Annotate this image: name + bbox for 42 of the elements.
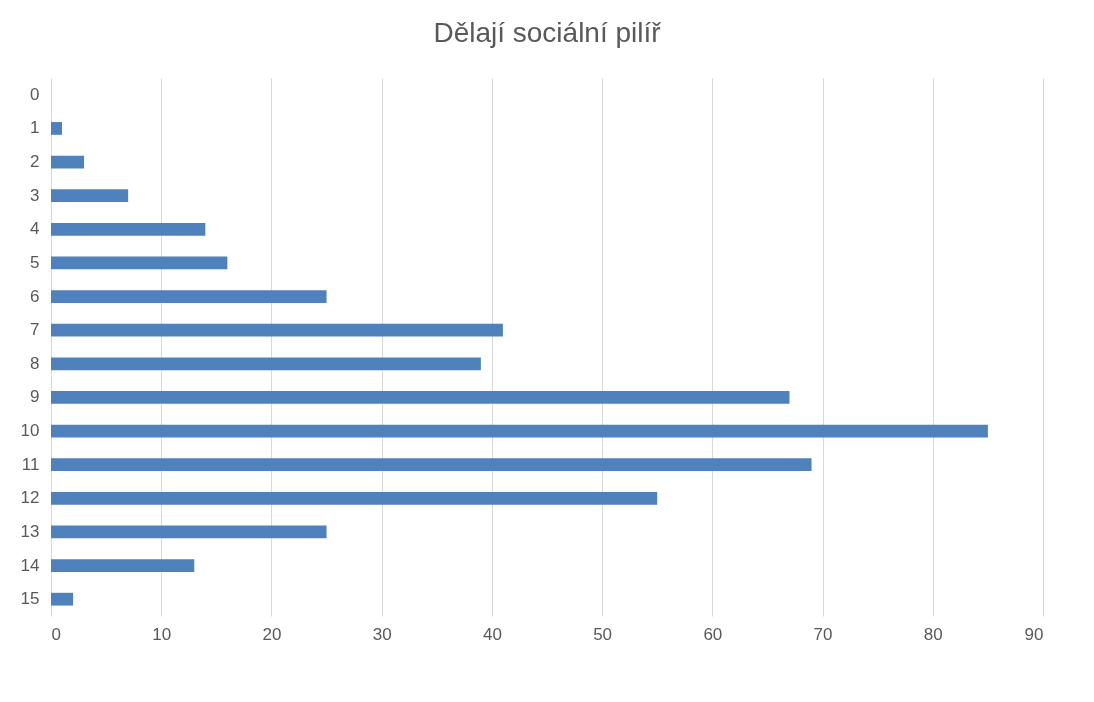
bar <box>51 122 63 135</box>
bar <box>51 559 195 572</box>
bar <box>51 222 206 236</box>
y-tick-label: 6 <box>30 286 40 306</box>
y-tick-label: 5 <box>30 252 40 272</box>
x-tick-label: 60 <box>703 624 723 644</box>
bar <box>51 458 812 472</box>
y-tick-label: 13 <box>20 521 40 541</box>
bar <box>51 323 503 337</box>
bar <box>51 592 74 606</box>
bar <box>51 391 790 404</box>
y-tick-label: 15 <box>20 589 40 609</box>
y-tick-label: 9 <box>30 387 40 407</box>
x-tick-label: 40 <box>482 624 502 644</box>
x-tick-label: 50 <box>593 624 613 644</box>
y-tick-label: 3 <box>30 185 40 205</box>
x-tick-label: 0 <box>51 624 61 644</box>
y-tick-label: 10 <box>20 421 40 441</box>
bar <box>51 424 988 438</box>
y-tick-label: 4 <box>30 219 40 239</box>
x-tick-label: 80 <box>923 624 943 644</box>
y-tick-label: 1 <box>30 118 40 138</box>
x-tick-label: 10 <box>152 624 172 644</box>
bar <box>51 491 658 505</box>
x-tick-label: 20 <box>262 624 282 644</box>
bar <box>51 290 327 303</box>
x-tick-label: 90 <box>1024 624 1044 644</box>
y-tick-label: 11 <box>21 454 40 474</box>
bar <box>51 525 327 539</box>
y-tick-label: 8 <box>30 353 40 373</box>
bar <box>51 256 228 270</box>
chart-title: Dělají sociální pilíř <box>433 17 662 48</box>
bar <box>51 155 85 169</box>
x-tick-label: 30 <box>372 624 392 644</box>
bar <box>51 189 129 203</box>
y-tick-label: 7 <box>30 320 40 340</box>
y-tick-label: 2 <box>30 152 40 172</box>
y-tick-label: 14 <box>20 555 40 575</box>
y-tick-label: 12 <box>20 488 40 508</box>
y-tick-label: 0 <box>30 84 40 104</box>
bar <box>51 357 481 371</box>
x-tick-label: 70 <box>813 624 833 644</box>
